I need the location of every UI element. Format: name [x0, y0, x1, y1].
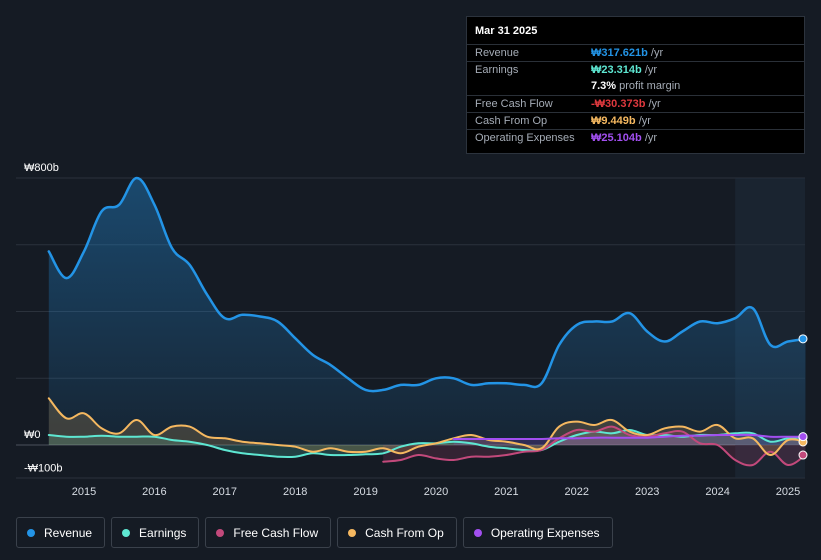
tooltip-row: Revenue ₩317.621b /yr — [467, 44, 804, 61]
y-axis-ticks: ₩800b ₩0 -₩100b — [24, 162, 63, 474]
legend-label: Earnings — [139, 525, 187, 540]
cash-from-op-area — [48, 398, 806, 456]
operating-expenses-area — [453, 434, 806, 445]
x-axis-ticks: 2015 2016 2017 2018 2019 2020 2021 2022 2023 2024… — [72, 486, 800, 498]
revenue-area — [48, 178, 806, 445]
legend-color-dot-icon — [348, 528, 357, 537]
tooltip-row-unit: /yr — [648, 98, 661, 110]
tooltip-date: Mar 31 2025 — [475, 25, 538, 37]
legend-label: Free Cash Flow — [233, 525, 319, 540]
legend-item-revenue[interactable]: Revenue — [16, 517, 106, 548]
cash-from-op-line — [47, 397, 807, 456]
free-cash-flow-line — [382, 425, 807, 467]
tooltip-row-label: Cash From Op — [475, 115, 548, 127]
tooltip-row-unit: /yr — [638, 115, 651, 127]
legend-item-earnings[interactable]: Earnings — [111, 517, 200, 548]
operating-expenses-line — [452, 433, 807, 441]
legend-item-operating-expenses[interactable]: Operating Expenses — [462, 517, 613, 548]
x-tick-label: 2020 — [424, 486, 448, 498]
x-tick-label: 2024 — [705, 486, 729, 498]
free-cash-flow-end-marker — [798, 450, 808, 460]
tooltip-row-value: ₩25.104b /yr — [591, 132, 658, 144]
x-tick-label: 2019 — [353, 486, 377, 498]
chart-legend: Revenue Earnings Free Cash Flow Cash From O… — [16, 517, 613, 548]
y-tick-label: ₩800b — [24, 162, 59, 174]
operating-expenses-end-marker — [798, 432, 808, 442]
tooltip-row-value: -₩30.373b /yr — [591, 98, 661, 110]
tooltip-row-unit: profit margin — [619, 80, 681, 92]
tooltip-row: 7.3% profit margin — [467, 78, 804, 95]
legend-color-dot-icon — [122, 528, 131, 537]
tooltip-row-label: Revenue — [475, 47, 520, 59]
tooltip-row: Operating Expenses ₩25.104b /yr — [467, 129, 804, 146]
tooltip-row: Cash From Op ₩9.449b /yr — [467, 112, 804, 129]
tooltip-row-label: Operating Expenses — [475, 132, 575, 144]
tooltip-row-label: Earnings — [475, 64, 519, 76]
tooltip-row-unit: /yr — [644, 64, 658, 76]
legend-label: Operating Expenses — [490, 525, 600, 540]
data-tooltip: Mar 31 2025 Revenue ₩317.621b /yr Earnings… — [466, 16, 805, 154]
revenue-end-marker — [798, 334, 808, 344]
tooltip-row: Free Cash Flow -₩30.373b /yr — [467, 95, 804, 112]
tooltip-row-value: ₩23.314b /yr — [591, 64, 658, 76]
y-tick-label: ₩0 — [24, 429, 41, 441]
x-tick-label: 2017 — [213, 486, 237, 498]
x-tick-label: 2018 — [283, 486, 307, 498]
x-tick-label: 2021 — [494, 486, 518, 498]
series-lines — [47, 176, 807, 467]
x-tick-label: 2015 — [72, 486, 96, 498]
legend-label: Cash From Op — [365, 525, 444, 540]
legend-color-dot-icon — [473, 528, 482, 537]
legend-color-dot-icon — [27, 528, 35, 537]
y-tick-label: -₩100b — [24, 462, 63, 474]
revenue-line — [47, 176, 807, 393]
tooltip-row-label: Free Cash Flow — [475, 98, 553, 110]
x-tick-label: 2016 — [142, 486, 166, 498]
legend-label: Revenue — [44, 525, 93, 540]
legend-item-free-cash-flow[interactable]: Free Cash Flow — [205, 517, 332, 548]
tooltip-row-unit: /yr — [650, 47, 664, 59]
free-cash-flow-area — [383, 426, 806, 466]
tooltip-row-value: ₩317.621b /yr — [591, 47, 664, 59]
series-end-markers — [798, 334, 808, 460]
legend-color-dot-icon — [216, 528, 225, 537]
legend-item-cash-from-op[interactable]: Cash From Op — [337, 517, 457, 548]
tooltip-row: Earnings ₩23.314b /yr — [467, 61, 804, 78]
tooltip-row-value: 7.3% profit margin — [591, 80, 681, 92]
x-tick-label: 2025 — [776, 486, 800, 498]
x-tick-label: 2022 — [565, 486, 589, 498]
tooltip-row-unit: /yr — [644, 132, 658, 144]
tooltip-row-value: ₩9.449b /yr — [591, 115, 651, 127]
x-tick-label: 2023 — [635, 486, 659, 498]
